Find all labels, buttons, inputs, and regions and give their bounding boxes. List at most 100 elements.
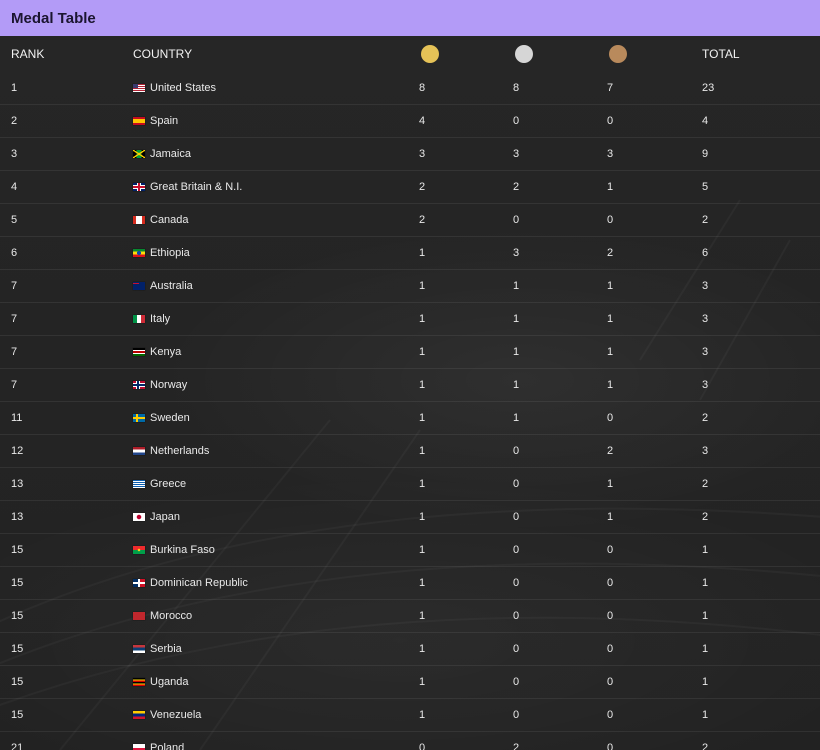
- country-cell[interactable]: Netherlands: [133, 435, 209, 467]
- gold-count: 4: [419, 115, 426, 127]
- country-cell[interactable]: Australia: [133, 270, 193, 302]
- table-row[interactable]: 7 Australia 1 1 1 3: [0, 270, 820, 303]
- gold-count: 1: [419, 379, 426, 391]
- total-count: 2: [702, 511, 709, 523]
- gold-count: 1: [419, 643, 426, 655]
- table-row[interactable]: 7 Italy 1 1 1 3: [0, 303, 820, 336]
- country-cell[interactable]: Uganda: [133, 666, 189, 698]
- country-cell[interactable]: Italy: [133, 303, 170, 335]
- header-bronze[interactable]: [609, 36, 627, 72]
- total-count: 3: [702, 313, 709, 325]
- silver-count: 0: [513, 577, 520, 589]
- table-row[interactable]: 13 Japan 1 0 1 2: [0, 501, 820, 534]
- gold-count: 1: [419, 346, 426, 358]
- country-cell[interactable]: Poland: [133, 732, 184, 750]
- bronze-count: 0: [607, 577, 614, 589]
- table-row[interactable]: 7 Norway 1 1 1 3: [0, 369, 820, 402]
- bronze-count: 0: [607, 115, 614, 127]
- total-count: 2: [702, 412, 709, 424]
- medal-table: RANK COUNTRY TOTAL 1 United States 8 8 7…: [0, 36, 820, 750]
- country-name: Canada: [150, 214, 189, 226]
- country-name: Norway: [150, 379, 188, 391]
- header-country[interactable]: COUNTRY: [133, 47, 193, 61]
- silver-count: 3: [513, 148, 520, 160]
- country-cell[interactable]: Venezuela: [133, 699, 201, 731]
- gold-count: 2: [419, 181, 426, 193]
- silver-count: 0: [513, 610, 520, 622]
- country-cell[interactable]: Norway: [133, 369, 187, 401]
- country-name: Jamaica: [150, 148, 191, 160]
- silver-count: 0: [513, 511, 520, 523]
- table-row[interactable]: 15 Venezuela 1 0 0 1: [0, 699, 820, 732]
- country-cell[interactable]: Great Britain & N.I.: [133, 171, 242, 203]
- header-total[interactable]: TOTAL: [702, 47, 740, 61]
- rank-cell: 15: [11, 709, 24, 721]
- rank-cell: 7: [11, 313, 18, 325]
- rank-cell: 7: [11, 379, 18, 391]
- country-name: Poland: [150, 742, 185, 750]
- rank-cell: 2: [11, 115, 18, 127]
- country-cell[interactable]: Morocco: [133, 600, 192, 632]
- country-cell[interactable]: Japan: [133, 501, 180, 533]
- page-title: Medal Table: [11, 9, 96, 27]
- flag-ma-icon: [133, 612, 145, 620]
- table-row[interactable]: 4 Great Britain & N.I. 2 2 1 5: [0, 171, 820, 204]
- rank-cell: 12: [11, 445, 24, 457]
- country-cell[interactable]: Burkina Faso: [133, 534, 215, 566]
- table-row[interactable]: 7 Kenya 1 1 1 3: [0, 336, 820, 369]
- table-row[interactable]: 13 Greece 1 0 1 2: [0, 468, 820, 501]
- bronze-count: 3: [607, 148, 614, 160]
- table-row[interactable]: 15 Morocco 1 0 0 1: [0, 600, 820, 633]
- silver-count: 1: [513, 313, 520, 325]
- flag-ke-icon: [133, 348, 145, 356]
- flag-au-icon: [133, 282, 145, 290]
- country-cell[interactable]: United States: [133, 72, 216, 104]
- country-cell[interactable]: Greece: [133, 468, 186, 500]
- gold-count: 1: [419, 478, 426, 490]
- rank-cell: 15: [11, 643, 24, 655]
- silver-count: 0: [513, 445, 520, 457]
- silver-count: 8: [513, 82, 520, 94]
- silver-medal-icon: [515, 45, 533, 63]
- flag-rs-icon: [133, 645, 145, 653]
- country-cell[interactable]: Dominican Republic: [133, 567, 248, 599]
- table-row[interactable]: 5 Canada 2 0 0 2: [0, 204, 820, 237]
- silver-count: 3: [513, 247, 520, 259]
- bronze-count: 0: [607, 643, 614, 655]
- table-row[interactable]: 1 United States 8 8 7 23: [0, 72, 820, 105]
- rank-cell: 15: [11, 544, 24, 556]
- table-row[interactable]: 11 Sweden 1 1 0 2: [0, 402, 820, 435]
- total-count: 3: [702, 346, 709, 358]
- country-name: Venezuela: [150, 709, 202, 721]
- country-cell[interactable]: Spain: [133, 105, 178, 137]
- country-name: Burkina Faso: [150, 544, 215, 556]
- total-count: 3: [702, 379, 709, 391]
- table-row[interactable]: 21 Poland 0 2 0 2: [0, 732, 820, 750]
- country-cell[interactable]: Jamaica: [133, 138, 191, 170]
- header-gold[interactable]: [421, 36, 439, 72]
- rank-cell: 1: [11, 82, 18, 94]
- rank-cell: 11: [11, 412, 23, 424]
- flag-jp-icon: [133, 513, 145, 521]
- gold-count: 1: [419, 676, 426, 688]
- rank-cell: 15: [11, 577, 24, 589]
- rank-cell: 7: [11, 346, 18, 358]
- country-cell[interactable]: Kenya: [133, 336, 181, 368]
- header-silver[interactable]: [515, 36, 533, 72]
- table-row[interactable]: 2 Spain 4 0 0 4: [0, 105, 820, 138]
- country-cell[interactable]: Canada: [133, 204, 189, 236]
- total-count: 2: [702, 478, 709, 490]
- table-row[interactable]: 12 Netherlands 1 0 2 3: [0, 435, 820, 468]
- table-row[interactable]: 3 Jamaica 3 3 3 9: [0, 138, 820, 171]
- total-count: 6: [702, 247, 709, 259]
- rank-cell: 15: [11, 610, 24, 622]
- country-cell[interactable]: Serbia: [133, 633, 182, 665]
- table-row[interactable]: 15 Serbia 1 0 0 1: [0, 633, 820, 666]
- table-row[interactable]: 15 Burkina Faso 1 0 0 1: [0, 534, 820, 567]
- table-row[interactable]: 6 Ethiopia 1 3 2 6: [0, 237, 820, 270]
- country-cell[interactable]: Sweden: [133, 402, 190, 434]
- table-row[interactable]: 15 Uganda 1 0 0 1: [0, 666, 820, 699]
- country-cell[interactable]: Ethiopia: [133, 237, 190, 269]
- header-rank[interactable]: RANK: [11, 47, 45, 61]
- table-row[interactable]: 15 Dominican Republic 1 0 0 1: [0, 567, 820, 600]
